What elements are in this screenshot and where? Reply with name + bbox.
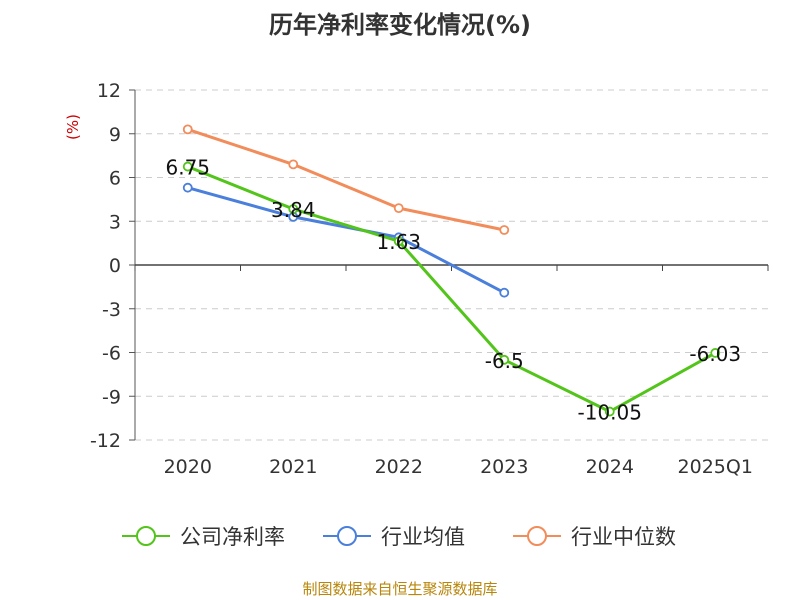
y-axis-label: (%) [64, 114, 82, 140]
x-tick-label: 2023 [480, 456, 528, 478]
data-label: -10.05 [578, 401, 642, 425]
data-point [393, 236, 404, 247]
data-point [182, 161, 193, 172]
data-label: 6.75 [165, 156, 210, 180]
legend: 公司净利率 行业均值 行业中位数 [122, 525, 676, 549]
x-tick-label: 2021 [269, 456, 317, 478]
source-note: 制图数据来自恒生聚源数据库 [302, 580, 497, 598]
chart-title: 历年净利率变化情况(%) [269, 11, 531, 39]
legend-marker [136, 526, 156, 546]
y-tick-label: -9 [102, 386, 121, 408]
legend-label: 行业中位数 [571, 525, 676, 549]
data-point [499, 287, 510, 298]
data-point [499, 225, 510, 235]
y-tick-label: 3 [109, 211, 121, 233]
y-tick-label: -3 [102, 299, 121, 321]
x-tick-label: 2025Q1 [678, 456, 753, 478]
axes: 12 9 6 3 0 -3 -6 -9 -12 2020 2021 2022 2023 2024 2025Q… [90, 80, 769, 478]
data-label: 3.84 [271, 198, 316, 222]
legend-item: 公司净利率 [122, 525, 285, 549]
legend-item: 行业均值 [323, 525, 465, 549]
data-labels: 6.75 3.84 1.63 -6.5 -10.05 -6.03 [165, 156, 741, 425]
data-point [499, 354, 510, 365]
series-line [187, 165, 717, 414]
legend-item: 行业中位数 [513, 525, 676, 549]
legend-marker [527, 526, 547, 546]
series-line [187, 127, 505, 232]
data-point [182, 182, 193, 193]
y-tick-label: 9 [109, 124, 121, 146]
series-layer [182, 124, 721, 417]
data-label: 1.63 [376, 230, 421, 254]
legend-label: 公司净利率 [180, 525, 285, 549]
legend-label: 行业均值 [381, 525, 465, 549]
data-point [288, 204, 299, 214]
y-tick-label: 0 [109, 255, 121, 277]
y-tick-label: -6 [102, 343, 121, 365]
data-label: -6.5 [485, 349, 524, 373]
x-tick-label: 2024 [586, 456, 634, 478]
y-tick-label: -12 [90, 430, 121, 452]
data-point [604, 406, 615, 417]
legend-marker [337, 526, 357, 546]
y-tick-label: 6 [109, 168, 121, 190]
data-point [710, 348, 721, 358]
data-point [182, 124, 193, 135]
series-line [187, 186, 505, 295]
data-point [393, 203, 404, 214]
data-point [288, 159, 299, 170]
x-tick-label: 2022 [375, 456, 423, 478]
x-tick-label: 2020 [164, 456, 212, 478]
y-tick-label: 12 [97, 80, 121, 102]
data-label: -6.03 [689, 342, 741, 366]
